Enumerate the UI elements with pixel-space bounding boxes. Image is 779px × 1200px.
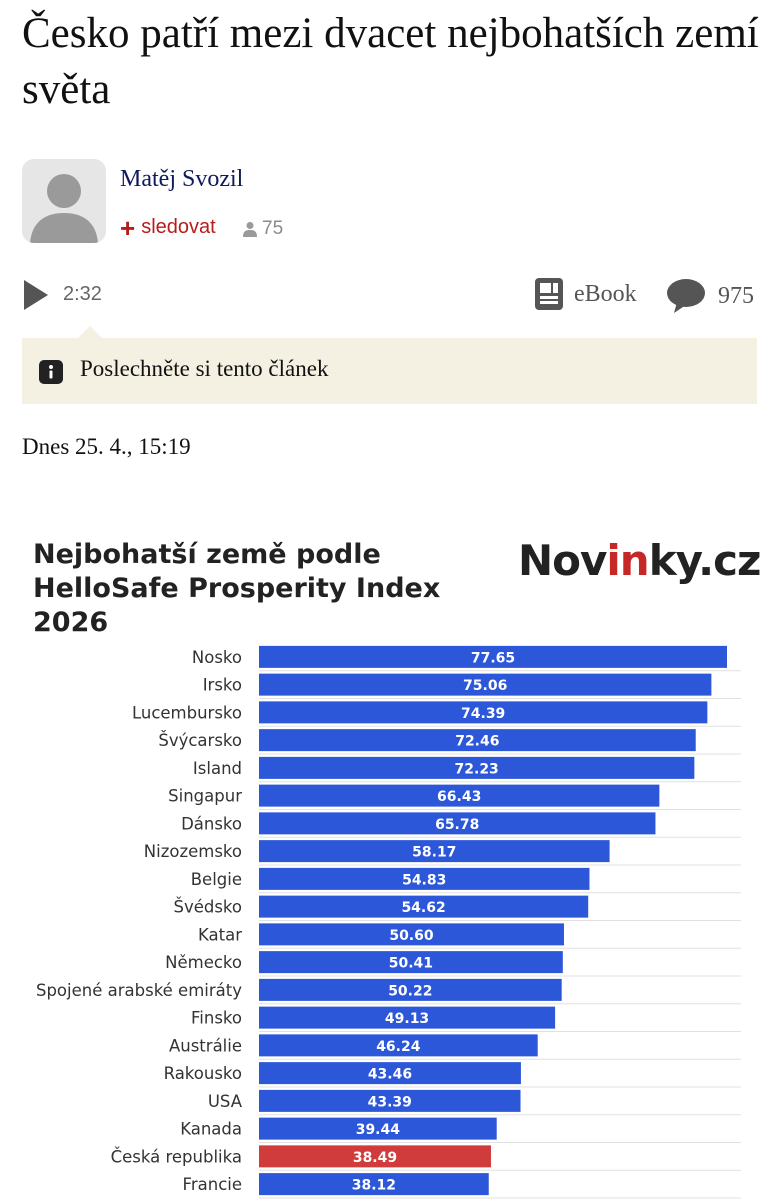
bar [259,1173,489,1196]
info-icon [39,360,63,384]
bar [259,923,564,946]
value-label: 43.46 [368,1067,412,1083]
ebook-button[interactable]: eBook [533,277,637,311]
bar [259,784,660,807]
bar [259,812,656,835]
category-label: Irsko [203,676,242,695]
listen-label: Poslechněte si tento článek [80,356,329,381]
audio-duration: 2:32 [63,283,102,305]
bar [259,978,562,1001]
chart-title: Nejbohatší země podle HelloSafe Prosperi… [33,539,441,638]
category-label: Island [193,759,242,778]
value-label: 72.23 [455,761,499,777]
value-label: 66.43 [437,789,481,805]
article-title: Česko patří mezi dvacet nejbohatších zem… [22,10,759,113]
followers-value: 75 [262,218,284,239]
bar [259,951,563,974]
value-label: 75.06 [463,678,507,694]
category-label: USA [208,1092,243,1111]
category-label: Německo [165,953,242,972]
value-label: 54.83 [402,872,446,888]
person-icon [243,222,257,237]
followers-count: 75 [243,218,283,240]
category-label: Dánsko [181,814,242,833]
category-label: Spojené arabské emiráty [36,981,242,1000]
author-name[interactable]: Matěj Svozil [120,166,244,192]
listen-banner[interactable]: Poslechněte si tento článek [22,326,757,404]
person-silhouette-icon [30,174,98,243]
value-label: 38.49 [353,1150,397,1166]
value-label: 50.60 [389,928,434,944]
value-label: 58.17 [412,845,456,861]
bar [259,867,590,890]
value-label: 72.46 [455,734,499,750]
bar [259,895,589,918]
banner-caret [78,326,102,338]
value-label: 65.78 [435,817,479,833]
bar [259,673,712,696]
value-label: 50.41 [389,956,433,972]
bar [259,1145,491,1168]
category-label: Švýcarsko [158,731,242,750]
brand-part-3: ky.cz [648,536,762,585]
category-label: Francie [183,1175,242,1194]
author-avatar[interactable] [22,159,106,243]
value-label: 39.44 [356,1122,401,1138]
bar [259,840,610,863]
bar [259,729,696,752]
comment-bubble-icon [667,279,705,313]
brand-part-2: in [606,536,649,585]
category-label: Česká republika [111,1147,242,1166]
category-label: Austrálie [169,1036,242,1055]
publish-date: Dnes 25. 4., 15:19 [22,434,191,459]
value-label: 54.62 [401,900,445,916]
category-label: Kanada [180,1120,242,1139]
bar [259,645,727,668]
value-label: 77.65 [471,650,515,666]
bar [259,701,708,724]
bar [259,1089,521,1112]
category-label: Finsko [191,1009,242,1028]
bar [259,1062,521,1085]
comments-button[interactable]: 975 [666,278,754,314]
bar [259,756,695,779]
category-label: Belgie [191,870,242,889]
value-label: 43.39 [368,1094,412,1110]
value-label: 49.13 [385,1011,429,1027]
category-label: Nizozemsko [144,842,242,861]
play-icon[interactable] [22,279,50,311]
bar [259,1034,538,1057]
value-label: 74.39 [461,706,505,722]
category-label: Lucembursko [132,703,242,722]
category-label: Singapur [168,787,242,806]
bar-chart: Nosko 77.65 Irsko 75.06 Lucembursko 74.39 Švýc… [36,645,741,1199]
brand-logo: Novinky.cz [518,536,762,585]
ebook-label: eBook [574,280,637,307]
value-label: 38.12 [352,1178,396,1194]
category-label: Katar [198,925,242,944]
category-label: Nosko [192,648,242,667]
ebook-icon [535,278,563,310]
comments-count: 975 [718,282,754,309]
bar [259,1006,556,1029]
follow-button[interactable]: + sledovat [120,212,216,243]
brand-part-1: Nov [518,536,607,585]
plus-icon: + [120,212,136,243]
follow-label: sledovat [141,216,216,238]
value-label: 50.22 [388,983,432,999]
category-label: Švédsko [173,898,242,917]
bar [259,1117,497,1140]
value-label: 46.24 [376,1039,421,1055]
category-label: Rakousko [164,1064,242,1083]
